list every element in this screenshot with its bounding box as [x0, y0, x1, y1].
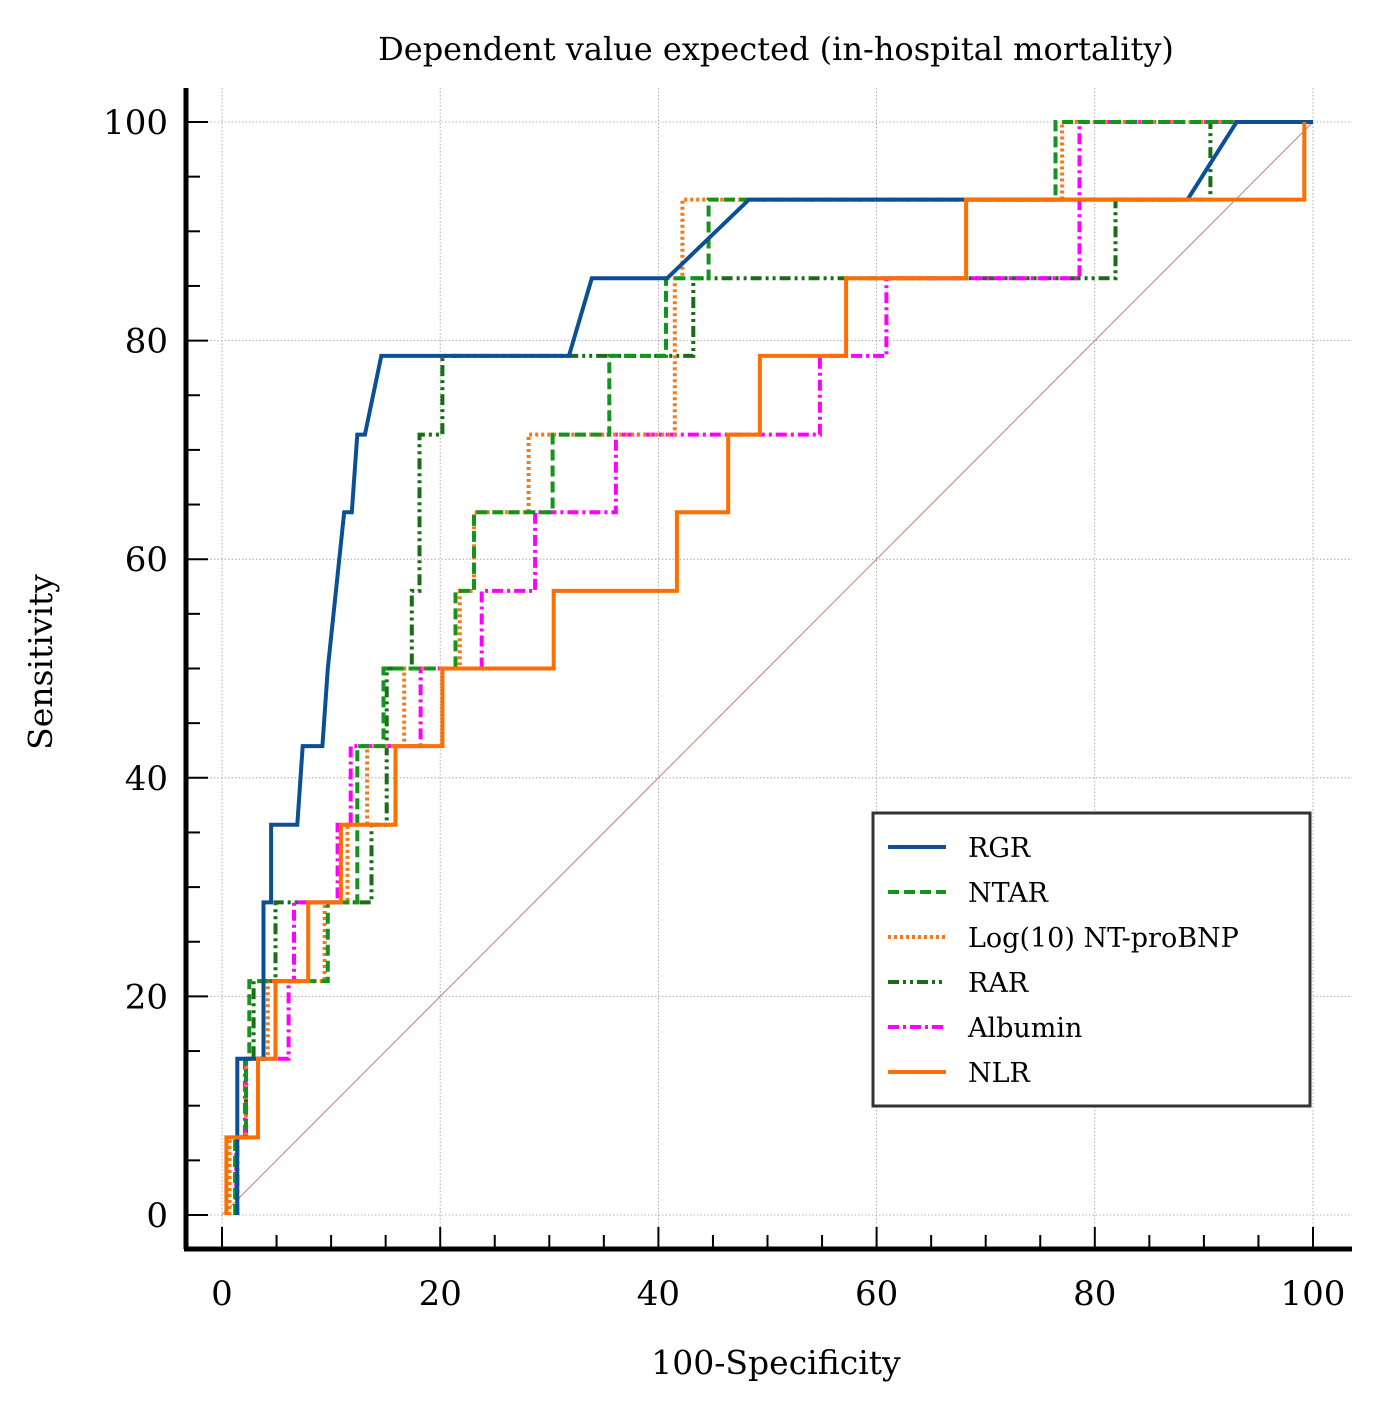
- legend-label: Albumin: [967, 1013, 1082, 1044]
- x-tick-label: 100: [1281, 1274, 1346, 1314]
- legend-label: Log(10) NT-proBNP: [968, 923, 1239, 954]
- legend-label: RGR: [968, 833, 1031, 864]
- series-line-albumin: [234, 120, 1313, 1215]
- y-tick-label: 100: [103, 103, 168, 143]
- reference-layer: [221, 121, 1314, 1216]
- y-tick-label: 80: [125, 322, 168, 362]
- y-axis-ticks: 0 20 40 60 80 100: [103, 103, 208, 1236]
- x-tick-label: 80: [1073, 1274, 1116, 1314]
- legend-label: RAR: [968, 968, 1029, 999]
- y-tick-label: 60: [125, 540, 168, 580]
- series-line-ntar: [233, 120, 1313, 1215]
- series-line-rar: [235, 120, 1313, 1215]
- x-axis-title: 100-Specificity: [651, 1343, 901, 1382]
- legend-label: NTAR: [968, 878, 1049, 909]
- x-axis-ticks: 0 20 40 60 80 100: [211, 1227, 1345, 1314]
- x-tick-label: 0: [211, 1274, 233, 1314]
- x-tick-label: 40: [637, 1274, 680, 1314]
- y-tick-label: 0: [146, 1196, 168, 1236]
- series-layer: [224, 120, 1313, 1215]
- legend: RGR NTAR Log(10) NT-proBNP RAR Albumin NLR: [871, 811, 1312, 1108]
- legend-label: NLR: [968, 1058, 1031, 1089]
- y-tick-label: 20: [125, 977, 168, 1017]
- series-line-nlr: [224, 122, 1307, 1215]
- reference-line: [221, 121, 1314, 1216]
- legend-box: [871, 811, 1312, 1108]
- series-line-rgr: [235, 120, 1313, 1215]
- x-tick-label: 20: [419, 1274, 462, 1314]
- x-tick-label: 60: [855, 1274, 898, 1314]
- y-tick-label: 40: [125, 759, 168, 799]
- chart-title: Dependent value expected (in-hospital mo…: [378, 30, 1174, 68]
- y-axis-title: Sensitivity: [21, 574, 60, 750]
